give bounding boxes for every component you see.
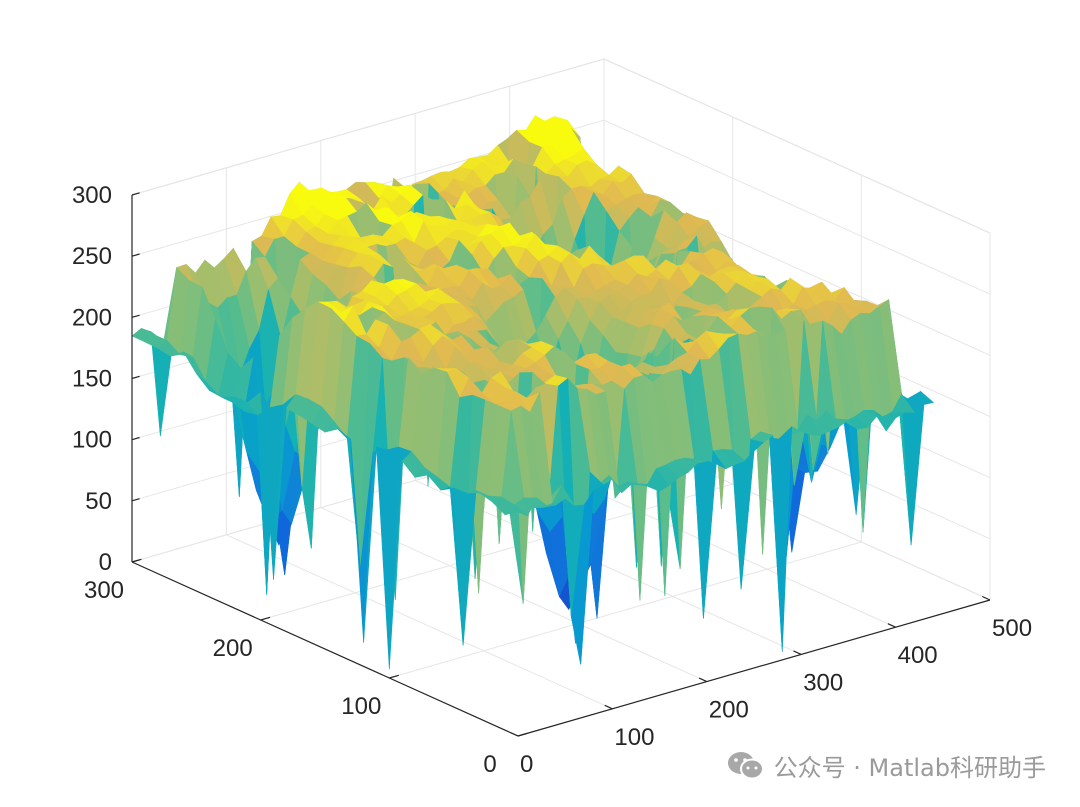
y-tick <box>517 732 528 737</box>
z-tick <box>131 498 140 502</box>
z-tick <box>131 559 140 563</box>
x-tick-label: 500 <box>992 615 1032 642</box>
watermark-text: 公众号 · Matlab科研助手 <box>773 754 1046 782</box>
x-tick <box>982 595 991 601</box>
y-axis-line <box>131 561 519 737</box>
z-tick <box>131 375 140 380</box>
surface-patch <box>693 458 717 619</box>
grid-line-x-floor <box>226 534 613 710</box>
x-tick <box>887 623 896 628</box>
x-tick-label: 400 <box>898 642 938 669</box>
z-tick <box>131 253 140 257</box>
x-tick-label: 300 <box>803 669 843 696</box>
axes-lines <box>131 192 991 737</box>
watermark: 公众号 · Matlab科研助手 <box>726 748 1046 783</box>
y-tick <box>260 616 271 621</box>
y-tick-label: 200 <box>213 635 253 662</box>
x-tick <box>793 650 802 655</box>
z-tick <box>131 314 140 318</box>
y-tick-label: 0 <box>483 751 496 778</box>
z-tick-label: 250 <box>72 243 112 270</box>
surface-patch <box>504 504 528 517</box>
z-tick <box>131 436 140 441</box>
z-tick <box>131 192 140 196</box>
x-tick <box>510 731 519 737</box>
x-tick <box>604 704 613 710</box>
y-tick-label: 300 <box>84 577 124 604</box>
y-tick <box>389 674 399 679</box>
wechat-icon <box>727 751 764 779</box>
tick-labels: 0100200300400500010020030005010015020025… <box>72 182 1032 778</box>
grid-line-z-back <box>131 58 605 196</box>
z-tick-label: 150 <box>72 366 112 393</box>
grid-line-y-floor <box>260 483 733 621</box>
x-axis-line <box>517 599 991 737</box>
z-tick-label: 200 <box>72 304 112 331</box>
y-tick-label: 100 <box>341 693 381 720</box>
z-tick-label: 0 <box>99 549 112 576</box>
x-tick <box>698 677 708 683</box>
z-tick-label: 100 <box>72 427 112 454</box>
grid-line-z-side <box>603 58 991 234</box>
x-tick-label: 0 <box>520 751 533 778</box>
x-tick-label: 200 <box>709 697 749 724</box>
z-tick-label: 50 <box>85 488 112 515</box>
z-tick-label: 300 <box>72 182 112 209</box>
x-tick-label: 100 <box>614 724 654 751</box>
surface-mesh <box>131 115 935 670</box>
grid-line-z-side <box>603 119 991 295</box>
surface-patch <box>731 449 755 590</box>
